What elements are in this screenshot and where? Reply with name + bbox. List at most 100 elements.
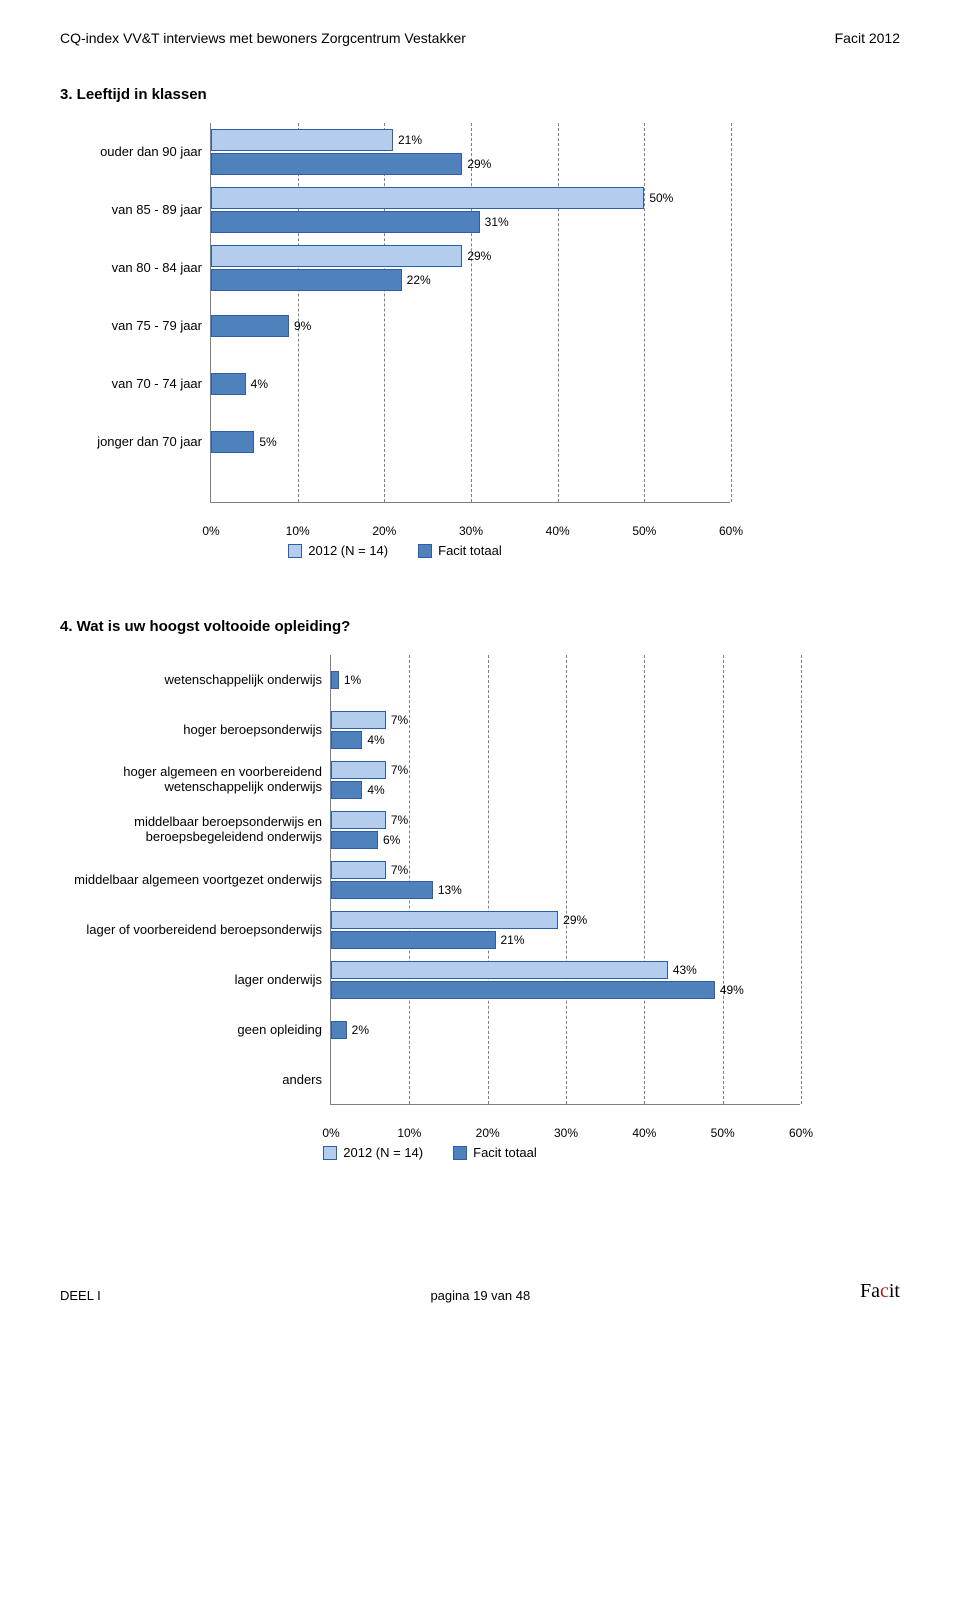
bar-series1: 7% [331,861,386,879]
category-label: van 80 - 84 jaar [60,239,202,297]
bar-series1: 7% [331,711,386,729]
bar-series1: 29% [331,911,558,929]
legend-item-series2: Facit totaal [453,1145,537,1160]
legend-label: 2012 (N = 14) [308,543,388,558]
bar-series2: 9% [211,315,289,337]
bar-value-label: 50% [649,191,673,205]
bar-value-label: 1% [344,673,361,687]
page-footer: DEEL I pagina 19 van 48 Facit [60,1280,900,1303]
bar-series1: 7% [331,811,386,829]
bar-series1: 50% [211,187,644,209]
page-header: CQ-index VV&T interviews met bewoners Zo… [60,30,900,46]
bar-series1: 7% [331,761,386,779]
chart1-category-labels: ouder dan 90 jaarvan 85 - 89 jaarvan 80 … [60,123,210,503]
category-label: lager of voorbereidend beroepsonderwijs [60,905,322,955]
legend-item-series1: 2012 (N = 14) [323,1145,423,1160]
category-label: van 75 - 79 jaar [60,297,202,355]
bar-series2: 6% [331,831,378,849]
bar-series2: 5% [211,431,254,453]
bar-series2: 31% [211,211,480,233]
bar-row [331,1055,800,1105]
chart2-legend: 2012 (N = 14) Facit totaal [60,1145,800,1160]
legend-label: 2012 (N = 14) [343,1145,423,1160]
chart2-plot: 1%7%4%7%4%7%6%7%13%29%21%43%49%2% 0%10%2… [330,655,800,1105]
bar-value-label: 2% [352,1023,369,1037]
bar-row: 1% [331,655,800,705]
category-label: middelbaar algemeen voortgezet onderwijs [60,855,322,905]
bar-series1: 43% [331,961,668,979]
bar-value-label: 21% [398,133,422,147]
chart2-category-labels: wetenschappelijk onderwijshoger beroepso… [60,655,330,1105]
bar-row: 9% [211,297,730,355]
bar-series1: 29% [211,245,462,267]
bar-row: 29%22% [211,239,730,297]
bar-row: 43% 49% [331,955,800,1005]
chart1: ouder dan 90 jaarvan 85 - 89 jaarvan 80 … [60,123,900,503]
bar-series2: 21% [331,931,496,949]
legend-label: Facit totaal [473,1145,537,1160]
footer-logo: Facit [860,1280,900,1303]
bar-row: 7% 4% [331,755,800,805]
bar-value-label: 49% [720,983,744,997]
bar-row: 29% 21% [331,905,800,955]
bar-row: 7% 6% [331,805,800,855]
bar-value-label: 4% [367,783,384,797]
category-label: hoger beroepsonderwijs [60,705,322,755]
category-label: lager onderwijs [60,955,322,1005]
bar-value-label: 29% [467,249,491,263]
category-label: anders [60,1055,322,1105]
bar-value-label: 7% [391,813,408,827]
chart1-legend: 2012 (N = 14) Facit totaal [60,543,730,558]
bar-series2: 4% [331,731,362,749]
chart1-title: 3. Leeftijd in klassen [60,86,900,103]
bar-series2: 2% [331,1021,347,1039]
bar-row: 7% 4% [331,705,800,755]
legend-swatch [418,544,432,558]
bar-series2: 4% [211,373,246,395]
bar-series2: 1% [331,671,339,689]
bar-value-label: 29% [467,157,491,171]
chart2: wetenschappelijk onderwijshoger beroepso… [60,655,900,1105]
bar-value-label: 31% [485,215,509,229]
category-label: wetenschappelijk onderwijs [60,655,322,705]
bar-value-label: 22% [407,273,431,287]
bar-value-label: 7% [391,763,408,777]
bar-series1: 21% [211,129,393,151]
bar-value-label: 43% [673,963,697,977]
bar-series2: 22% [211,269,402,291]
legend-item-series2: Facit totaal [418,543,502,558]
chart2-title: 4. Wat is uw hoogst voltooide opleiding? [60,618,900,635]
header-right: Facit 2012 [835,30,900,46]
footer-center: pagina 19 van 48 [430,1288,530,1303]
bar-series2: 13% [331,881,433,899]
bar-series2: 29% [211,153,462,175]
bar-value-label: 21% [501,933,525,947]
legend-swatch [453,1146,467,1160]
bar-value-label: 7% [391,863,408,877]
category-label: jonger dan 70 jaar [60,413,202,471]
bar-series2: 49% [331,981,715,999]
footer-left: DEEL I [60,1288,101,1303]
legend-label: Facit totaal [438,543,502,558]
bar-series2: 4% [331,781,362,799]
bar-row: 4% [211,355,730,413]
chart1-plot: 21%29%50%31%29%22%9%4%5% 0%10%20%30%40%5… [210,123,730,503]
bar-row: 5% [211,413,730,471]
category-label: middelbaar beroepsonderwijs en beroepsbe… [60,805,322,855]
legend-swatch [288,544,302,558]
category-label: hoger algemeen en voorbereidend wetensch… [60,755,322,805]
bar-row: 50%31% [211,181,730,239]
category-label: van 85 - 89 jaar [60,181,202,239]
bar-value-label: 7% [391,713,408,727]
bar-value-label: 13% [438,883,462,897]
category-label: van 70 - 74 jaar [60,355,202,413]
legend-swatch [323,1146,337,1160]
header-left: CQ-index VV&T interviews met bewoners Zo… [60,30,466,46]
bar-value-label: 29% [563,913,587,927]
category-label: ouder dan 90 jaar [60,123,202,181]
bar-value-label: 9% [294,319,311,333]
bar-row: 21%29% [211,123,730,181]
category-label: geen opleiding [60,1005,322,1055]
bar-value-label: 4% [367,733,384,747]
legend-item-series1: 2012 (N = 14) [288,543,388,558]
